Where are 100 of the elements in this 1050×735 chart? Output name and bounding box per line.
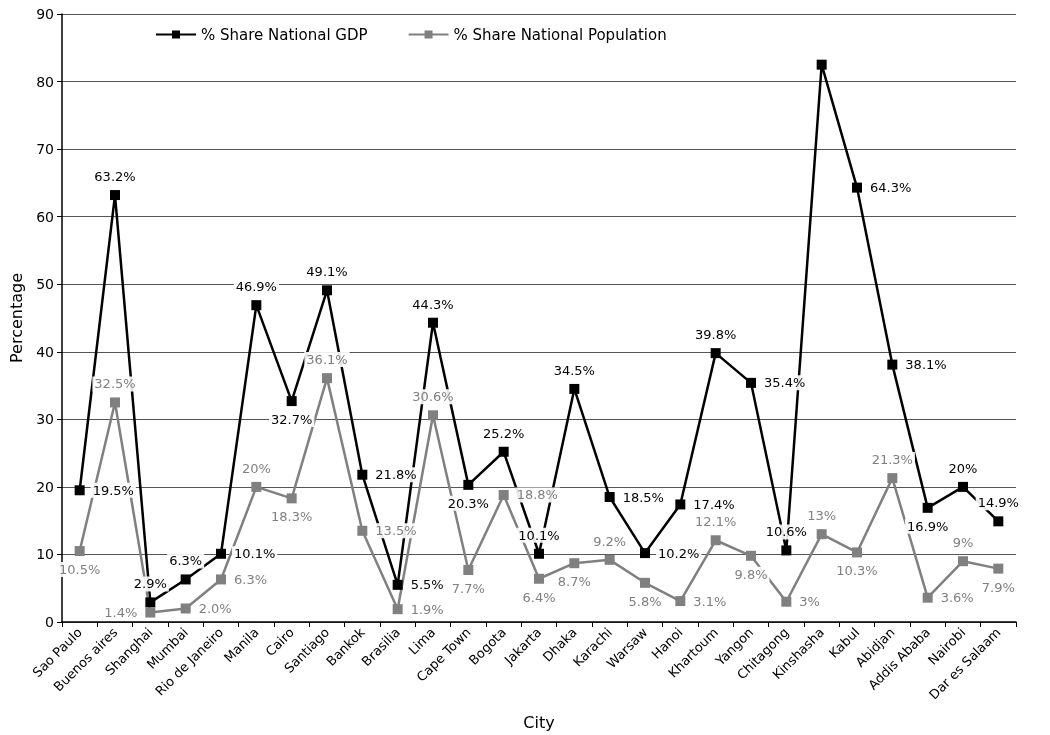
data-label: 2.0% — [198, 600, 232, 616]
data-label: 46.9% — [235, 279, 277, 295]
point — [498, 446, 509, 457]
point — [534, 548, 544, 559]
point — [569, 558, 580, 569]
point — [110, 190, 120, 201]
data-label: 5.8% — [628, 593, 662, 609]
point — [887, 473, 898, 484]
data-label: 20.3% — [447, 495, 489, 511]
point — [604, 492, 615, 503]
data-label: 12.1% — [695, 514, 737, 530]
point — [710, 535, 721, 546]
point — [145, 597, 156, 608]
data-label: 17.4% — [693, 496, 735, 512]
y-tick-label: 90 — [36, 6, 54, 22]
data-label: 14.9% — [977, 495, 1019, 511]
point — [852, 547, 862, 558]
y-tick-label: 10 — [36, 546, 54, 563]
point — [216, 548, 226, 559]
point — [534, 573, 544, 584]
point — [251, 300, 262, 311]
point — [746, 377, 756, 388]
y-tick-label: 20 — [36, 478, 54, 495]
data-label: 20% — [241, 460, 271, 476]
data-label: 30.6% — [412, 389, 454, 405]
data-label: 25.2% — [483, 425, 525, 441]
point — [498, 490, 509, 500]
legend-label: % Share National GDP — [201, 25, 368, 44]
data-label: 9.8% — [734, 566, 768, 582]
data-label: 6.3% — [234, 571, 268, 587]
data-label: 38.1% — [905, 357, 947, 373]
data-label: 1.4% — [104, 605, 138, 621]
point — [286, 493, 297, 504]
data-label: 35.4% — [764, 375, 806, 391]
data-label: 16.9% — [907, 518, 949, 534]
point — [922, 592, 933, 603]
data-label: 9.2% — [593, 533, 627, 549]
data-label: 2.9% — [133, 576, 167, 592]
data-label: 10.3% — [836, 563, 878, 579]
data-label: 19.5% — [92, 482, 134, 498]
data-label: 18.5% — [622, 489, 664, 505]
point — [569, 383, 580, 394]
data-label: 10.5% — [59, 562, 101, 578]
y-tick-label: 0 — [45, 614, 54, 630]
point — [463, 479, 474, 490]
data-label: 64.3% — [870, 180, 912, 196]
point — [816, 59, 827, 70]
y-tick-label: 30 — [36, 411, 54, 428]
data-label: 21.8% — [375, 467, 417, 483]
data-label: 1.9% — [410, 601, 444, 617]
point — [604, 554, 615, 565]
point — [428, 317, 438, 328]
y-tick-label: 60 — [36, 208, 54, 225]
point — [746, 550, 756, 561]
point — [357, 525, 368, 536]
data-label: 6.4% — [522, 589, 556, 605]
data-label: 3% — [799, 594, 820, 610]
data-label: 32.7% — [271, 412, 313, 428]
data-label: 5.5% — [410, 577, 444, 593]
point — [392, 604, 403, 615]
point — [675, 499, 686, 510]
y-axis-title: Percentage — [6, 272, 26, 364]
point — [640, 548, 650, 559]
data-label: 13% — [807, 508, 837, 524]
data-label: 20% — [948, 460, 978, 476]
data-label: 10.2% — [658, 545, 700, 561]
point — [216, 574, 226, 585]
data-label: 9% — [952, 535, 974, 551]
point — [958, 481, 968, 492]
data-label: 7.7% — [451, 580, 485, 596]
data-label: 39.8% — [695, 327, 737, 343]
data-label: 8.7% — [557, 574, 591, 590]
point — [463, 564, 474, 575]
data-label: 34.5% — [553, 362, 595, 378]
point — [357, 469, 368, 480]
data-label: 10.1% — [518, 527, 560, 543]
data-label: 49.1% — [306, 264, 348, 280]
data-label: 3.6% — [940, 590, 974, 606]
point — [887, 359, 898, 370]
data-label: 44.3% — [412, 296, 454, 312]
y-tick-label: 80 — [36, 73, 54, 90]
data-label: 7.9% — [981, 579, 1015, 595]
y-tick-label: 50 — [36, 276, 54, 293]
y-tick-label: 40 — [36, 343, 54, 360]
point — [675, 596, 686, 607]
y-tick-label: 70 — [36, 141, 54, 158]
point — [145, 607, 156, 618]
point — [286, 396, 297, 407]
point — [180, 574, 191, 585]
point — [922, 502, 933, 513]
point — [993, 563, 1004, 574]
point — [640, 577, 650, 588]
data-label: 10.1% — [234, 546, 276, 562]
point — [428, 410, 438, 421]
point — [322, 285, 332, 296]
point — [816, 529, 827, 540]
data-label: 13.5% — [375, 523, 417, 539]
point — [74, 485, 85, 496]
point — [251, 481, 262, 492]
point — [781, 596, 792, 607]
